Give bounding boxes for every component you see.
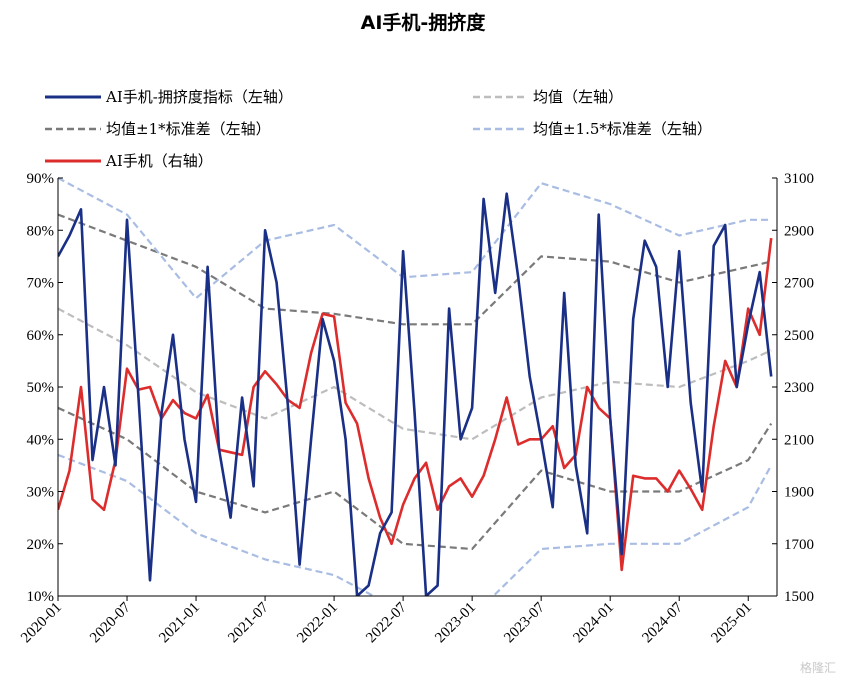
x-tick-label: 2020-01 — [18, 600, 65, 647]
series-line-price — [58, 237, 773, 572]
y-right-tick-label: 2700 — [784, 276, 814, 292]
y-right-tick-label: 1700 — [784, 537, 814, 553]
y-left-tick-label: 10% — [27, 589, 55, 605]
series-line-mean-minus-1-5sd — [58, 453, 773, 596]
x-tick-label: 2020-07 — [87, 599, 134, 646]
legend-item-band1: 均值±1*标准差（左轴） — [45, 120, 271, 138]
watermark: 格隆汇 — [800, 660, 836, 675]
x-tick-label: 2023-07 — [501, 599, 548, 646]
series-line-mean — [58, 307, 772, 441]
x-tick-label: 2023-01 — [432, 600, 479, 647]
y-right-tick-label: 2500 — [784, 328, 814, 344]
legend-label-price: AI手机（右轴） — [105, 152, 213, 170]
y-left-tick-label: 50% — [27, 380, 55, 396]
axes: 10% 20% 30% 40% 50% 60% 70% 80% 90% 1500 1700 1900 2… — [18, 171, 814, 646]
legend-label-band15: 均值±1.5*标准差（左轴） — [533, 120, 712, 138]
y-right-tick-label: 2900 — [784, 223, 814, 239]
y-left-tick-label: 30% — [27, 485, 55, 501]
x-tick-label: 2025-01 — [708, 600, 755, 647]
chart-title: AI手机-拥挤度 — [361, 11, 487, 34]
legend-label-band1: 均值±1*标准差（左轴） — [106, 120, 271, 138]
y-left-tick-label: 80% — [27, 223, 55, 239]
legend-item-mean: 均值（左轴） — [473, 88, 623, 106]
y-right-tick-label: 2300 — [784, 380, 814, 396]
series-line-crowding — [58, 192, 773, 596]
x-tick-label: 2024-07 — [639, 599, 686, 646]
y-left-tick-label: 90% — [27, 171, 55, 187]
legend-label-mean: 均值（左轴） — [533, 88, 623, 106]
series-line-mean-plus-1-5sd — [58, 177, 772, 300]
x-tick-label: 2021-07 — [225, 599, 272, 646]
legend-item-price: AI手机（右轴） — [45, 152, 213, 170]
legend-item-crowding: AI手机-拥挤度指标（左轴） — [45, 88, 293, 106]
y-right-tick-label: 2100 — [784, 432, 814, 448]
legend-label-crowding: AI手机-拥挤度指标（左轴） — [105, 88, 293, 106]
series-line-mean-plus-1sd — [58, 213, 772, 326]
y-right-tick-label: 1500 — [784, 589, 814, 605]
legend-item-band15: 均值±1.5*标准差（左轴） — [473, 120, 712, 138]
plot-area — [58, 177, 773, 596]
y-right-tick-label: 3100 — [784, 171, 814, 187]
y-right-tick-label: 1900 — [784, 485, 814, 501]
x-tick-label: 2022-01 — [294, 600, 341, 647]
x-tick-label: 2022-07 — [363, 599, 410, 646]
y-left-tick-label: 70% — [27, 276, 55, 292]
x-tick-label: 2024-01 — [570, 600, 617, 647]
legend: AI手机-拥挤度指标（左轴） 均值（左轴） 均值±1*标准差（左轴） 均值±1.… — [45, 88, 712, 170]
y-left-tick-label: 60% — [27, 328, 55, 344]
y-left-tick-label: 40% — [27, 432, 55, 448]
series-line-mean-minus-1sd — [58, 406, 773, 551]
y-left-tick-label: 20% — [27, 537, 55, 553]
x-tick-label: 2021-01 — [156, 600, 203, 647]
